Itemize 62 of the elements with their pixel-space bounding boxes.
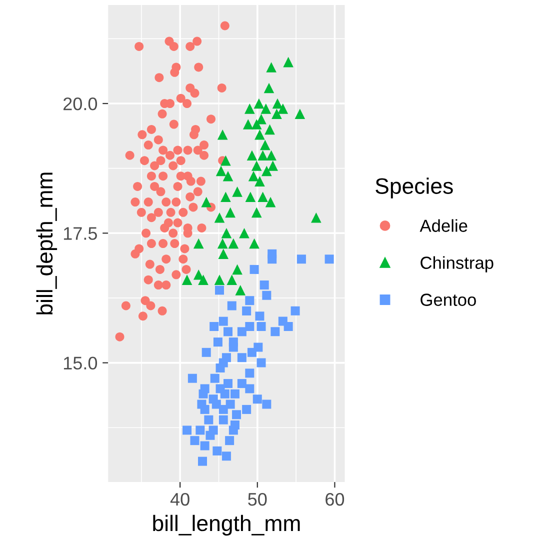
- point: [242, 119, 254, 130]
- point: [220, 155, 231, 166]
- point: [235, 285, 246, 296]
- point: [239, 228, 250, 238]
- point: [272, 108, 282, 120]
- point: [264, 82, 274, 94]
- legend-title: Species: [376, 178, 453, 198]
- point: [193, 238, 204, 249]
- point: [251, 207, 262, 218]
- point: [225, 207, 236, 218]
- point: [217, 129, 228, 140]
- point: [221, 228, 232, 238]
- x-tick-label: 60: [326, 492, 344, 506]
- x-axis-title: bill_length_mm: [153, 514, 300, 536]
- y-tick-label: 15.0: [64, 356, 98, 370]
- point: [232, 186, 242, 197]
- x-tick-label: 40: [170, 492, 190, 506]
- point: [262, 166, 272, 176]
- point: [294, 108, 306, 120]
- point: [248, 170, 259, 182]
- point: [264, 124, 275, 135]
- y-tick-label: 17.5: [64, 227, 97, 240]
- point: [266, 150, 276, 161]
- point: [254, 176, 265, 186]
- point: [258, 150, 268, 161]
- point: [254, 98, 264, 109]
- point: [283, 56, 294, 68]
- point: [217, 238, 228, 249]
- point: [214, 212, 225, 223]
- point: [198, 274, 208, 285]
- point: [260, 104, 272, 114]
- x-tick-label: 50: [248, 492, 267, 506]
- point: [182, 274, 192, 285]
- point: [266, 62, 276, 72]
- y-tick-label: 20.0: [64, 97, 98, 110]
- point: [201, 196, 212, 208]
- point: [311, 212, 322, 223]
- point: [216, 166, 226, 176]
- point: [249, 238, 260, 249]
- point: [245, 192, 256, 202]
- point: [232, 264, 242, 275]
- point: [246, 150, 258, 161]
- y-axis-title: bill_depth_mm: [36, 172, 58, 314]
- legend-label: Gentoo: [420, 294, 476, 306]
- point: [214, 274, 225, 285]
- point: [228, 238, 239, 249]
- point: [254, 129, 265, 140]
- point: [251, 119, 262, 130]
- legend-label: Chinstrap: [420, 256, 494, 272]
- point: [260, 140, 270, 150]
- point: [278, 104, 288, 114]
- point: [244, 104, 255, 114]
- point: [268, 160, 278, 171]
- point: [272, 98, 283, 109]
- point: [226, 274, 238, 285]
- point: [258, 192, 268, 202]
- point: [222, 170, 234, 182]
- point: [251, 160, 262, 171]
- point: [220, 192, 231, 202]
- point: [218, 248, 229, 260]
- point: [265, 196, 276, 208]
- legend-label: Adelie: [420, 219, 468, 232]
